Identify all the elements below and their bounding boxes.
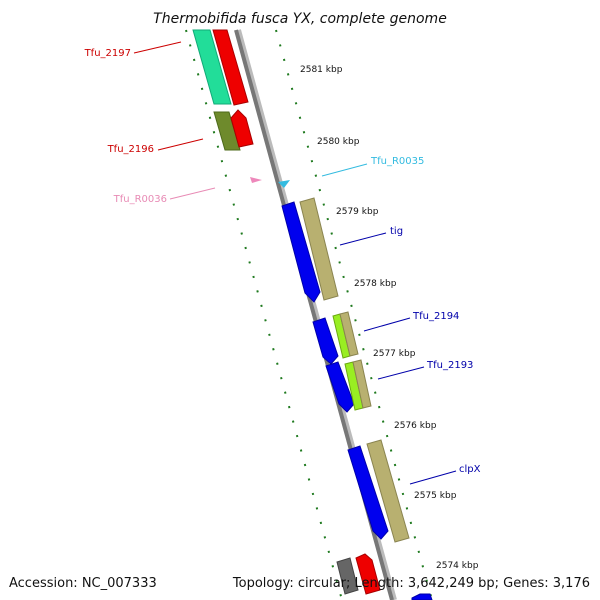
- gene-labels: Tfu_2197 Tfu_2196 Tfu_R0036 Tfu_R0035 ti…: [84, 48, 481, 475]
- leader-tfu-r0036: [169, 187, 216, 200]
- gene-cog-tfu2194-b[interactable]: [339, 311, 359, 357]
- genome-title: Thermobifida fusca YX, complete genome: [153, 11, 447, 27]
- tick-label: 2574 kbp: [436, 561, 479, 571]
- leader-tfu2194: [363, 317, 411, 332]
- gene-tfu2193[interactable]: [325, 361, 355, 413]
- gene-label-tfu2194[interactable]: Tfu_2194: [412, 311, 459, 322]
- gene-cog-tig[interactable]: [299, 197, 339, 301]
- gene-tfu2196[interactable]: [230, 109, 254, 148]
- gene-clpx[interactable]: [347, 445, 389, 540]
- tick-label: 2578 kbp: [354, 279, 397, 289]
- gene-tfu2197[interactable]: [212, 29, 249, 106]
- gene-tig[interactable]: [281, 201, 321, 303]
- gene-bottom-red[interactable]: [355, 553, 381, 595]
- gene-tfu-r0036[interactable]: [250, 177, 262, 183]
- gene-cog-tfu2196[interactable]: [213, 111, 241, 151]
- label-leaders: [133, 41, 457, 485]
- gene-label-tfu2193[interactable]: Tfu_2193: [426, 360, 473, 371]
- gene-label-tfu-r0035[interactable]: Tfu_R0035: [370, 156, 424, 167]
- gene-label-tfu2197[interactable]: Tfu_2197: [84, 48, 131, 59]
- gene-tfu2194[interactable]: [312, 317, 339, 365]
- tick-label: 2575 kbp: [414, 491, 457, 501]
- tick-label: 2577 kbp: [373, 349, 416, 359]
- leader-tig: [339, 232, 387, 246]
- leader-tfu2196: [157, 138, 204, 151]
- tick-label: 2576 kbp: [394, 421, 437, 431]
- tick-label: 2579 kbp: [336, 207, 379, 217]
- leader-tfu2197: [133, 41, 182, 54]
- leader-tfu2193: [377, 366, 425, 380]
- outer-dotted-guide: [275, 29, 433, 600]
- gene-bottom-gray[interactable]: [336, 557, 359, 595]
- gene-label-clpx[interactable]: clpX: [459, 464, 481, 475]
- tick-label: 2581 kbp: [300, 65, 343, 75]
- tick-label: 2580 kbp: [317, 137, 360, 147]
- cog-ring-right: [299, 197, 410, 595]
- gene-cog-clpx[interactable]: [366, 439, 410, 543]
- gene-label-tig[interactable]: tig: [390, 226, 403, 237]
- accession-text: Accession: NC_007333: [9, 576, 157, 591]
- gene-label-tfu2196[interactable]: Tfu_2196: [107, 144, 154, 155]
- cog-ring-left: [192, 29, 241, 151]
- gene-bottom-blue[interactable]: [411, 593, 433, 600]
- leader-tfu-r0035: [321, 163, 368, 177]
- forward-strand-genes: [212, 29, 381, 595]
- genome-summary-text: Topology: circular; Length: 3,642,249 bp…: [232, 576, 590, 591]
- tick-labels: 2581 kbp 2580 kbp 2579 kbp 2578 kbp 2577…: [300, 65, 479, 571]
- gene-cog-tfu2193-b[interactable]: [352, 359, 372, 409]
- gene-label-tfu-r0036[interactable]: Tfu_R0036: [113, 194, 167, 205]
- gene-cog-tfu2197[interactable]: [192, 29, 232, 105]
- gene-tfu-r0035[interactable]: [278, 180, 290, 188]
- leader-clpx: [409, 470, 457, 485]
